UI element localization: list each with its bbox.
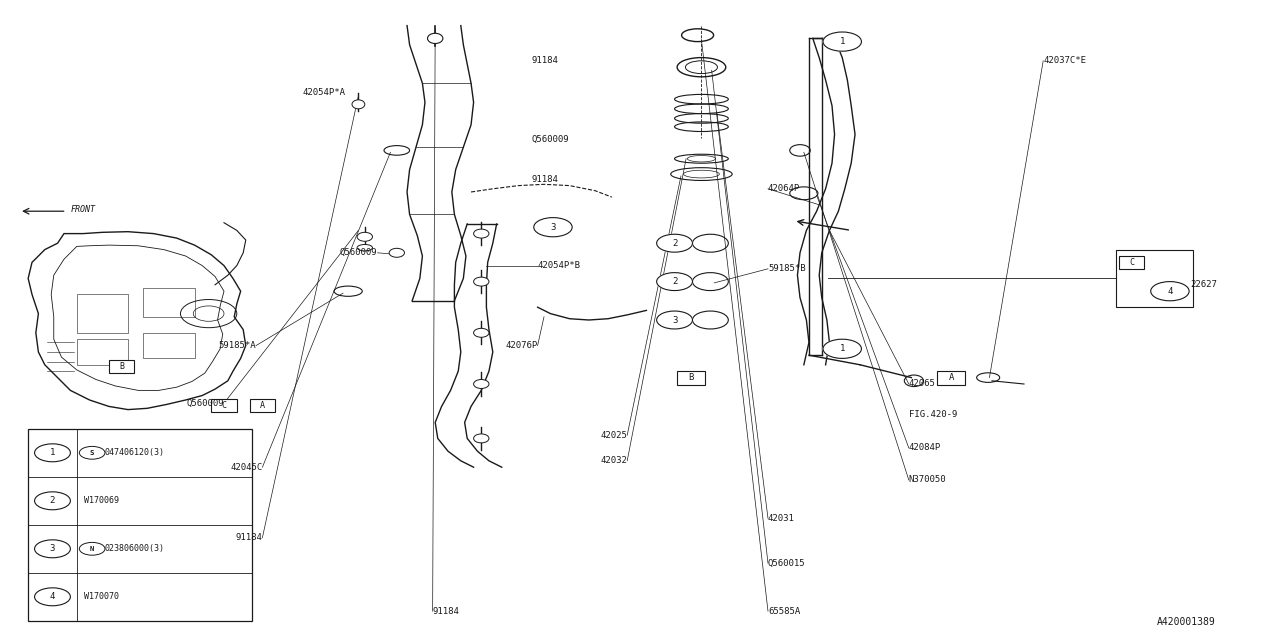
- Circle shape: [823, 32, 861, 51]
- Circle shape: [657, 311, 692, 329]
- Text: 1: 1: [840, 37, 845, 46]
- Text: A: A: [260, 401, 265, 410]
- Ellipse shape: [352, 100, 365, 109]
- Text: 42031: 42031: [768, 514, 795, 523]
- Bar: [1116, 250, 1193, 307]
- Text: N: N: [90, 546, 95, 552]
- Circle shape: [534, 218, 572, 237]
- Text: Q560009: Q560009: [340, 248, 378, 257]
- Bar: [28, 429, 252, 621]
- Ellipse shape: [474, 229, 489, 238]
- Circle shape: [823, 339, 861, 358]
- Text: 91184: 91184: [236, 533, 262, 542]
- Text: B: B: [689, 373, 694, 382]
- Circle shape: [35, 444, 70, 462]
- Text: Q560009: Q560009: [531, 135, 568, 144]
- Text: 91184: 91184: [531, 56, 558, 65]
- Ellipse shape: [357, 244, 372, 251]
- Text: 22627: 22627: [1190, 280, 1217, 289]
- Text: 3: 3: [550, 223, 556, 232]
- Text: B: B: [119, 362, 124, 371]
- Ellipse shape: [474, 277, 489, 286]
- Text: 65585A: 65585A: [768, 607, 800, 616]
- Text: 023806000(3): 023806000(3): [105, 544, 165, 554]
- Ellipse shape: [474, 328, 489, 337]
- Text: 2: 2: [50, 496, 55, 506]
- Ellipse shape: [474, 380, 489, 388]
- Bar: [77, 294, 128, 333]
- Text: 42037C*E: 42037C*E: [1043, 56, 1087, 65]
- Circle shape: [35, 540, 70, 557]
- Text: 4: 4: [50, 592, 55, 602]
- Text: FRONT: FRONT: [70, 205, 96, 214]
- Bar: [143, 333, 195, 358]
- Text: 42076P: 42076P: [506, 341, 538, 350]
- Text: S: S: [90, 450, 95, 456]
- Text: A420001389: A420001389: [1157, 617, 1216, 627]
- Circle shape: [79, 447, 105, 460]
- Text: 42032: 42032: [600, 456, 627, 465]
- Text: 91184: 91184: [433, 607, 460, 616]
- Text: N370050: N370050: [909, 476, 946, 484]
- FancyBboxPatch shape: [211, 399, 237, 412]
- Text: 42064P: 42064P: [768, 184, 800, 193]
- Circle shape: [35, 492, 70, 509]
- Ellipse shape: [428, 33, 443, 44]
- Text: 59185*A: 59185*A: [219, 341, 256, 350]
- Text: 3: 3: [50, 544, 55, 554]
- FancyBboxPatch shape: [677, 371, 705, 385]
- Text: 1: 1: [50, 448, 55, 458]
- Text: 42054P*A: 42054P*A: [302, 88, 346, 97]
- Text: 2: 2: [672, 277, 677, 286]
- Circle shape: [657, 234, 692, 252]
- Text: A: A: [948, 373, 954, 382]
- Circle shape: [1151, 282, 1189, 301]
- Text: Q560015: Q560015: [768, 559, 805, 568]
- Text: 4: 4: [1167, 287, 1172, 296]
- Text: 3: 3: [672, 316, 677, 324]
- Text: 047406120(3): 047406120(3): [105, 448, 165, 458]
- Bar: [143, 288, 195, 317]
- Text: 42065: 42065: [909, 380, 936, 388]
- FancyBboxPatch shape: [937, 371, 965, 385]
- Text: 1: 1: [840, 344, 845, 353]
- Text: FIG.420-9: FIG.420-9: [909, 410, 957, 419]
- Text: 42025: 42025: [600, 431, 627, 440]
- Text: W170069: W170069: [84, 496, 119, 506]
- Text: 42084P: 42084P: [909, 444, 941, 452]
- Ellipse shape: [357, 232, 372, 241]
- Text: 42054P*B: 42054P*B: [538, 261, 581, 270]
- Ellipse shape: [474, 434, 489, 443]
- Text: C: C: [1129, 258, 1134, 267]
- FancyBboxPatch shape: [1119, 256, 1144, 269]
- Text: 2: 2: [672, 239, 677, 248]
- Circle shape: [35, 588, 70, 605]
- Text: 42045C: 42045C: [230, 463, 262, 472]
- Text: C: C: [221, 401, 227, 410]
- Text: 91184: 91184: [531, 175, 558, 184]
- Circle shape: [657, 273, 692, 291]
- Text: W170070: W170070: [84, 592, 119, 602]
- FancyBboxPatch shape: [250, 399, 275, 412]
- Text: 59185*B: 59185*B: [768, 264, 805, 273]
- Ellipse shape: [389, 248, 404, 257]
- Bar: [77, 339, 128, 365]
- Text: Q560009: Q560009: [187, 399, 224, 408]
- FancyBboxPatch shape: [109, 360, 134, 373]
- Circle shape: [79, 542, 105, 555]
